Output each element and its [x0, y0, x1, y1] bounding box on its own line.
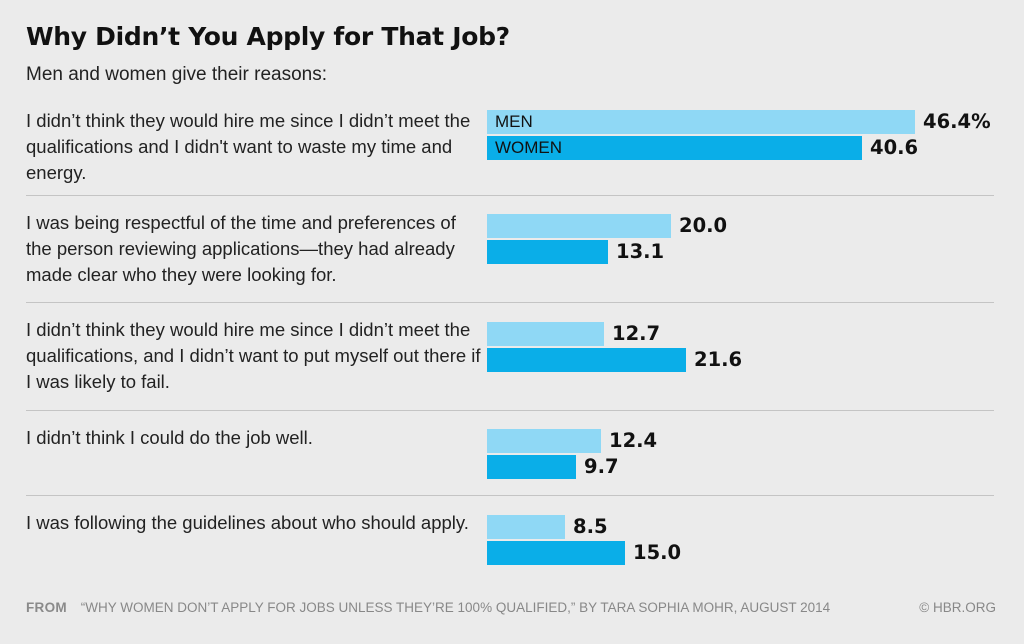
legend-label-women: WOMEN: [495, 138, 563, 157]
value-label-men: 12.4: [609, 429, 658, 452]
bar-men: MEN: [487, 110, 915, 134]
row-divider: [26, 410, 994, 411]
value-label-women: 13.1: [616, 240, 665, 263]
bar-women: [487, 455, 576, 479]
bar-women: [487, 240, 608, 264]
bar-men: [487, 515, 565, 539]
row-divider: [26, 195, 994, 196]
category-label: I didn’t think they would hire me since …: [26, 110, 471, 183]
footer: FROM “WHY WOMEN DON’T APPLY FOR JOBS UNL…: [26, 600, 996, 615]
category-label: I was following the guidelines about who…: [26, 512, 469, 533]
bar-men: [487, 322, 604, 346]
category-label: I was being respectful of the time and p…: [26, 212, 456, 285]
category-label: I didn’t think they would hire me since …: [26, 319, 481, 392]
value-label-men: 12.7: [612, 322, 661, 345]
value-label-men: 20.0: [679, 214, 728, 237]
category-label: I didn’t think I could do the job well.: [26, 427, 313, 448]
bar-women: [487, 348, 686, 372]
legend-label-men: MEN: [495, 112, 533, 131]
row-divider: [26, 495, 994, 496]
footer-credit: © HBR.ORG: [919, 600, 996, 615]
value-label-women: 15.0: [633, 541, 682, 564]
value-label-men: 8.5: [573, 515, 608, 538]
footer-from-label: FROM: [26, 600, 67, 615]
value-label-men: 46.4%: [923, 110, 991, 133]
bar-women: WOMEN: [487, 136, 862, 160]
row-divider: [26, 302, 994, 303]
bar-women: [487, 541, 625, 565]
chart-subtitle: Men and women give their reasons:: [26, 64, 327, 85]
value-label-women: 9.7: [584, 455, 619, 478]
bar-men: [487, 429, 601, 453]
footer-source: “WHY WOMEN DON’T APPLY FOR JOBS UNLESS T…: [80, 600, 831, 615]
value-label-women: 21.6: [694, 348, 743, 371]
chart-title: Why Didn’t You Apply for That Job?: [26, 22, 510, 51]
value-label-women: 40.6: [870, 136, 919, 159]
bar-men: [487, 214, 671, 238]
